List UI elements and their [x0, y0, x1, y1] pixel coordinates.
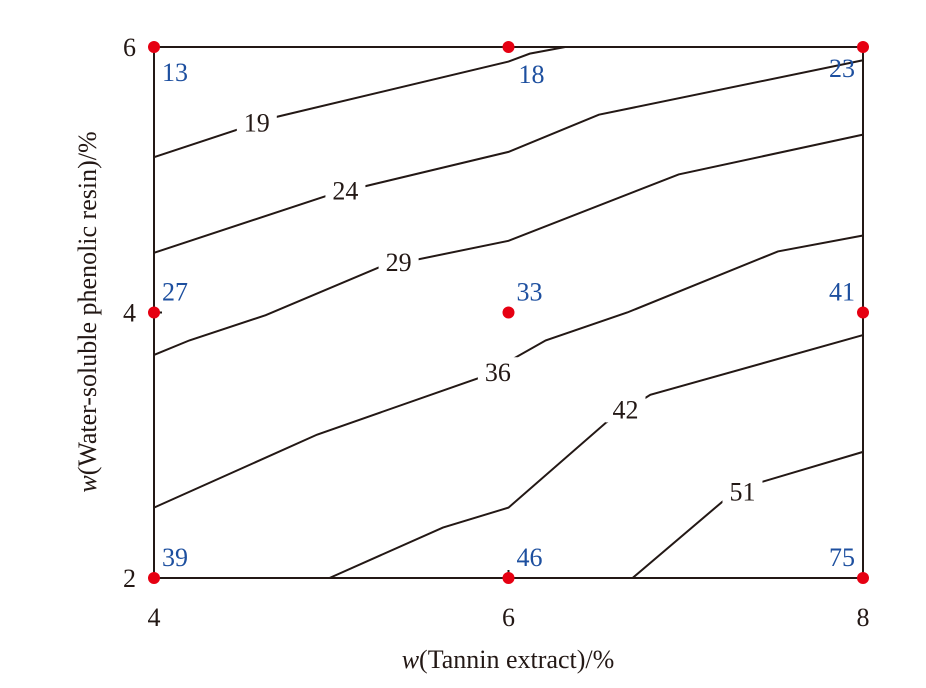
design-point	[857, 41, 869, 53]
design-point	[148, 306, 160, 319]
design-point-value: 13	[162, 58, 188, 87]
contour-line-36	[153, 234, 864, 509]
x-tick-label: 6	[502, 603, 515, 632]
contour-label-bg	[325, 175, 366, 204]
contour-label-24: 24	[332, 176, 358, 205]
contour-line-42	[329, 334, 864, 579]
design-point-value: 46	[517, 543, 543, 572]
contour-lines: 19 24 29 36 42 51	[153, 46, 864, 579]
design-points: 13 18 23 27 33 41 39 46 75	[148, 41, 869, 584]
design-point-value: 27	[162, 278, 188, 307]
contour-label-29: 29	[386, 248, 412, 277]
design-point	[148, 572, 160, 584]
y-axis-label: w(Water-soluble phenolic resin)/%	[73, 131, 102, 492]
contour-label-bg	[236, 107, 277, 136]
contour-label-51: 51	[729, 478, 755, 507]
y-tick-label: 2	[123, 564, 136, 593]
design-point-value: 39	[162, 543, 188, 572]
contour-label-bg	[722, 476, 763, 505]
x-axis-label: w(Tannin extract)/%	[402, 645, 615, 674]
contour-line-19	[153, 46, 566, 159]
design-point-value: 18	[519, 60, 545, 89]
contour-label-36: 36	[485, 358, 511, 387]
design-point-value: 23	[829, 54, 855, 83]
design-point	[857, 572, 869, 584]
design-point-value: 41	[829, 278, 855, 307]
contour-line-24	[153, 59, 864, 254]
contour-label-42: 42	[612, 395, 638, 424]
x-tick-label: 4	[148, 603, 161, 632]
contour-label-bg	[605, 394, 646, 423]
design-point-value: 33	[517, 278, 543, 307]
x-tick-label: 8	[857, 603, 870, 632]
contour-label-19: 19	[244, 109, 270, 138]
design-point	[502, 41, 515, 53]
design-point	[502, 572, 515, 584]
design-point	[148, 41, 160, 53]
design-point-value: 75	[829, 543, 855, 572]
design-point	[857, 306, 869, 319]
y-tick-label: 6	[123, 33, 136, 62]
contour-label-bg	[378, 247, 419, 276]
design-point	[502, 306, 515, 319]
contour-line-29	[153, 133, 864, 356]
contour-label-bg	[477, 357, 518, 386]
y-tick-label: 4	[123, 299, 136, 328]
